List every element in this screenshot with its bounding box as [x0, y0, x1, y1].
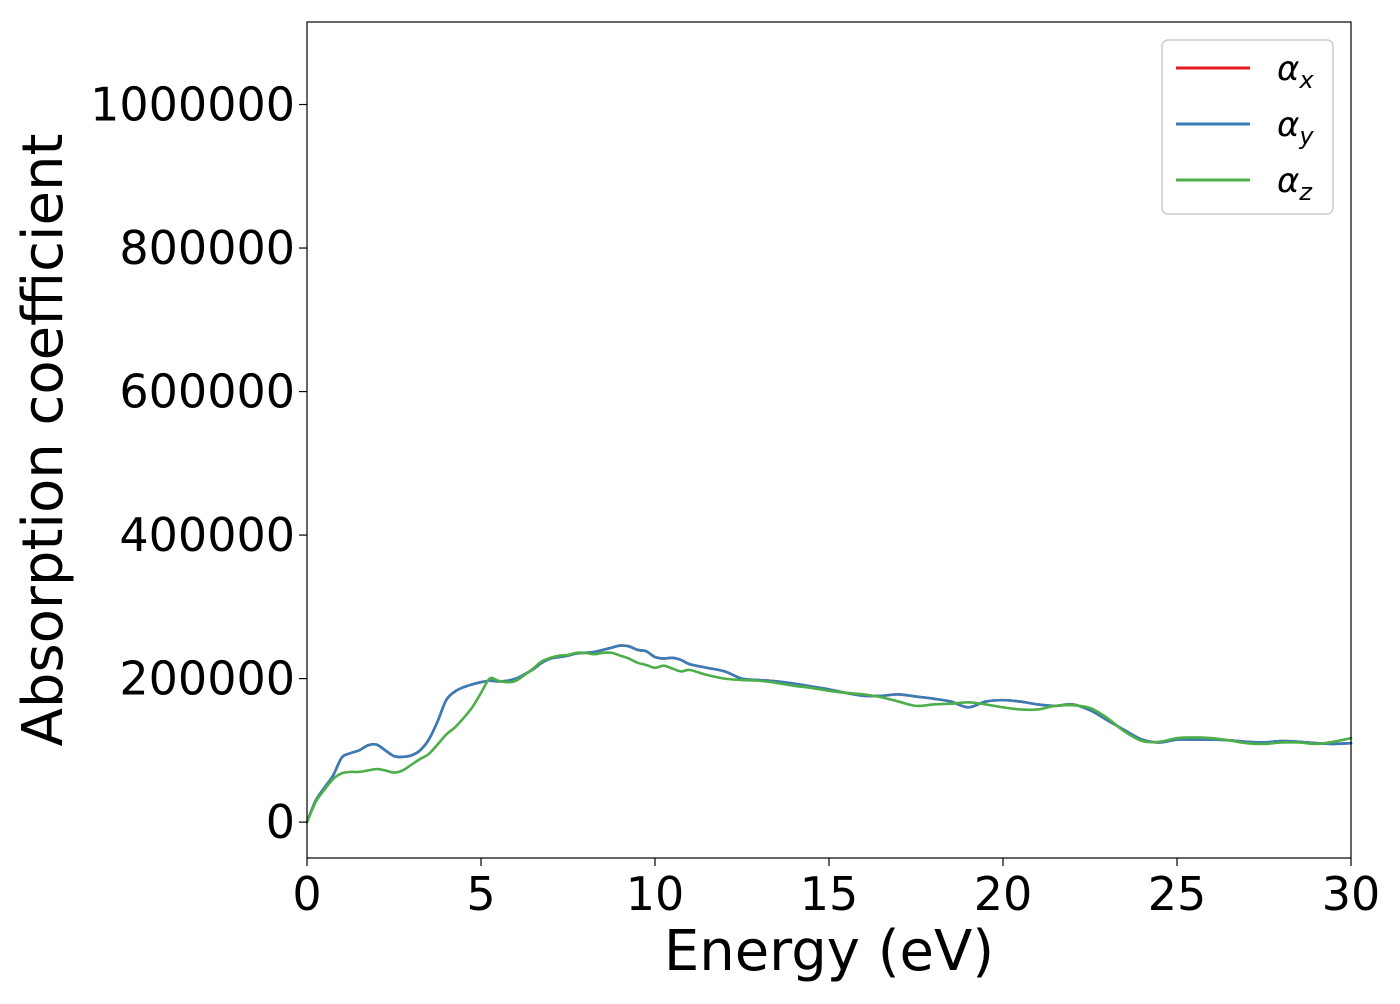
y-tick-label: 200000 [119, 652, 295, 706]
x-tick-label: 25 [1148, 867, 1207, 921]
y-tick-label: 1000000 [90, 78, 295, 132]
x-tick-label: 30 [1322, 867, 1381, 921]
y-axis-ticks: 0 200000 400000 600000 800000 1000000 [90, 78, 307, 849]
legend: αx αy αz [1161, 39, 1334, 215]
y-tick-label: 0 [266, 795, 295, 849]
x-axis-label: Energy (eV) [664, 919, 994, 984]
series-line-z [305, 651, 1353, 824]
x-tick-label: 20 [974, 867, 1033, 921]
y-tick-label: 800000 [119, 221, 295, 275]
legend-box [1161, 39, 1334, 215]
legend-label-y: αy [1277, 105, 1314, 150]
x-tick-label: 5 [466, 867, 495, 921]
legend-label-z: αz [1277, 161, 1313, 206]
y-tick-label: 400000 [119, 508, 295, 562]
x-tick-label: 15 [800, 867, 859, 921]
x-axis-ticks: 0 5 10 15 20 25 30 [292, 858, 1380, 921]
x-tick-label: 10 [626, 867, 685, 921]
legend-items: αx αy αz [1176, 49, 1314, 206]
legend-label-x: αx [1277, 49, 1314, 94]
x-tick-label: 0 [292, 867, 321, 921]
y-tick-label: 600000 [119, 365, 295, 419]
series-layer [305, 644, 1353, 824]
y-axis-label: Absorption coefficient [11, 134, 76, 747]
